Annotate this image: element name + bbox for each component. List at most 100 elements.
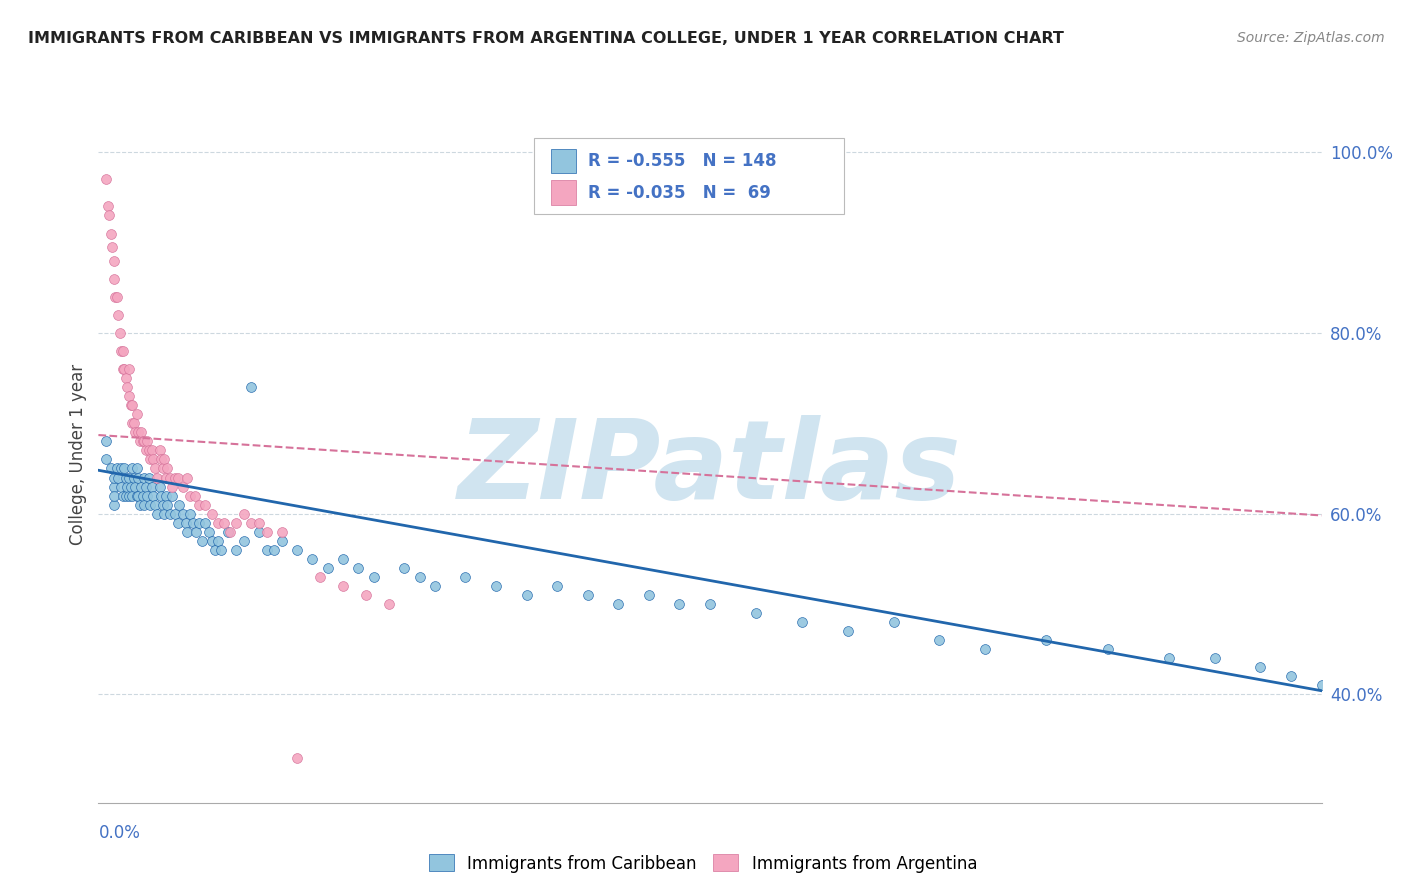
Point (139, 452, 162, 467)
Point (139, 498, 162, 512)
Point (142, 489, 165, 503)
Point (217, 524, 239, 539)
Point (200, 507, 222, 521)
Point (103, 498, 125, 512)
Point (105, 290, 128, 304)
Point (172, 507, 194, 521)
Point (176, 470, 198, 484)
Point (219, 524, 242, 539)
Point (129, 479, 152, 493)
Point (118, 470, 141, 484)
Point (232, 507, 254, 521)
Text: 0.0%: 0.0% (98, 823, 141, 841)
Point (121, 398, 143, 412)
Point (332, 551, 354, 566)
Point (179, 507, 201, 521)
Point (136, 489, 159, 503)
Legend: Immigrants from Caribbean, Immigrants from Argentina: Immigrants from Caribbean, Immigrants fr… (422, 847, 984, 880)
Point (232, 533, 254, 548)
Point (363, 570, 385, 584)
Point (136, 434, 159, 449)
Y-axis label: College, Under 1 year: College, Under 1 year (69, 364, 87, 546)
Point (207, 533, 229, 548)
Point (103, 470, 125, 484)
Point (163, 507, 186, 521)
Point (103, 489, 125, 503)
Point (1035, 633, 1057, 648)
Point (332, 579, 354, 593)
Point (141, 479, 163, 493)
Point (163, 470, 186, 484)
Point (155, 470, 177, 484)
Point (790, 615, 813, 629)
Point (110, 344, 132, 359)
Text: R = -0.035   N =  69: R = -0.035 N = 69 (588, 184, 770, 202)
Point (138, 470, 160, 484)
Point (1249, 660, 1271, 674)
Point (225, 542, 247, 557)
Point (179, 489, 201, 503)
Point (928, 633, 950, 648)
Point (301, 551, 323, 566)
Point (111, 344, 134, 359)
Text: R = -0.555   N = 148: R = -0.555 N = 148 (588, 152, 776, 170)
Point (159, 470, 181, 484)
Point (256, 542, 278, 557)
Point (134, 434, 156, 449)
Point (197, 524, 219, 539)
Point (115, 470, 138, 484)
Point (188, 516, 211, 530)
Point (100, 461, 122, 475)
Point (745, 606, 768, 620)
Point (94, 172, 117, 186)
Point (174, 516, 197, 530)
Point (152, 461, 174, 475)
Point (309, 570, 332, 584)
Point (194, 516, 217, 530)
Point (607, 597, 630, 611)
Point (101, 240, 124, 254)
Point (240, 516, 263, 530)
Point (516, 588, 538, 602)
Point (134, 470, 156, 484)
Point (145, 507, 167, 521)
Point (103, 479, 125, 493)
Point (240, 380, 263, 394)
Point (121, 417, 143, 431)
Text: ZIPatlas: ZIPatlas (458, 416, 962, 523)
Point (132, 434, 155, 449)
Point (150, 489, 173, 503)
Point (156, 461, 179, 475)
Point (121, 461, 143, 475)
Point (135, 443, 157, 458)
Point (209, 542, 232, 557)
Point (191, 533, 214, 548)
Point (153, 452, 176, 467)
Point (143, 461, 166, 475)
Point (110, 479, 132, 493)
Point (127, 470, 149, 484)
Point (112, 362, 135, 376)
Point (668, 597, 690, 611)
Point (200, 533, 222, 548)
Point (316, 561, 339, 575)
Point (127, 425, 149, 440)
Point (135, 479, 157, 493)
Point (974, 642, 997, 657)
Point (546, 579, 568, 593)
Point (124, 425, 146, 440)
Point (103, 271, 125, 285)
Point (112, 461, 135, 475)
Point (576, 588, 599, 602)
Point (104, 290, 127, 304)
Point (181, 516, 204, 530)
Point (155, 489, 177, 503)
Point (247, 524, 270, 539)
Point (347, 561, 370, 575)
Point (408, 570, 430, 584)
Point (145, 470, 167, 484)
Point (115, 489, 138, 503)
Point (138, 443, 160, 458)
Point (184, 489, 207, 503)
Point (285, 750, 308, 764)
